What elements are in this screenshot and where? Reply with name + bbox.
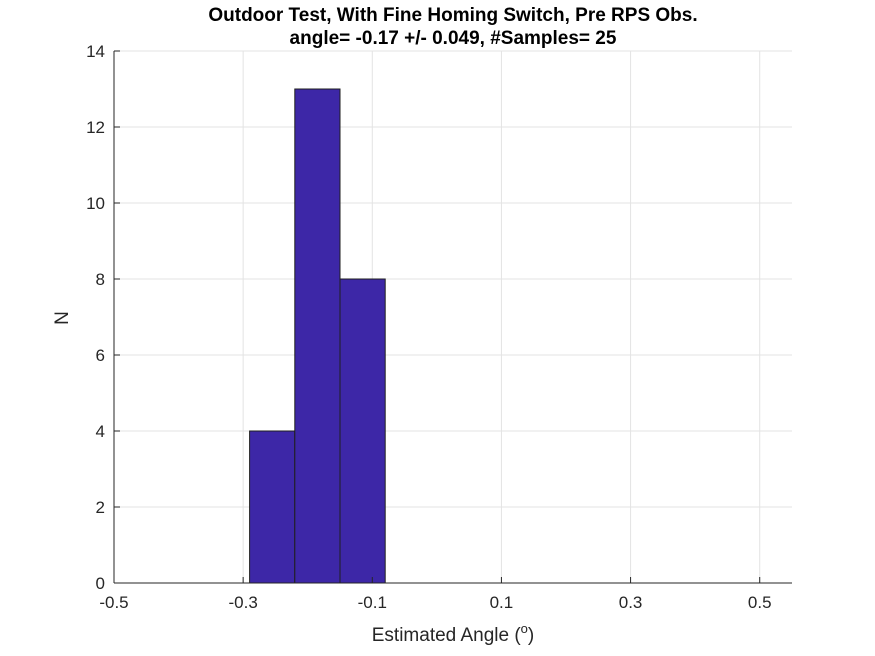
- x-tick-label-4: 0.3: [619, 593, 643, 612]
- y-tick-label-6: 12: [86, 118, 105, 137]
- x-axis-label-suffix: ): [528, 625, 534, 646]
- histogram-bar-2: [339, 278, 386, 584]
- grid-lines: [113, 50, 792, 584]
- y-tick-label-2: 4: [96, 422, 105, 441]
- histogram-bar-1: [294, 88, 341, 584]
- y-tick-label-0: 0: [96, 574, 105, 593]
- x-tick-label-5: 0.5: [748, 593, 772, 612]
- y-tick-label-1: 2: [96, 498, 105, 517]
- y-axis-label: N: [52, 311, 73, 325]
- chart-subtitle: angle= -0.17 +/- 0.049, #Samples= 25: [290, 28, 617, 49]
- histogram-bars: [249, 88, 386, 584]
- y-tick-label-5: 10: [86, 194, 105, 213]
- x-axis-label-text: Estimated Angle (: [372, 625, 522, 646]
- tick-labels: -0.5 -0.3 -0.1 0.1 0.3 0.5 0 2 4 6 8 10 12 14: [86, 42, 771, 612]
- y-tick-label-4: 8: [96, 270, 105, 289]
- x-axis-label-superscript: o: [521, 621, 528, 636]
- x-tick-label-2: -0.1: [358, 593, 387, 612]
- y-tick-label-7: 14: [86, 42, 105, 61]
- chart-title: Outdoor Test, With Fine Homing Switch, P…: [208, 5, 697, 26]
- axes: [113, 50, 792, 584]
- x-axis-label: Estimated Angle (o): [372, 621, 534, 646]
- x-tick-label-0: -0.5: [99, 593, 128, 612]
- x-tick-label-1: -0.3: [228, 593, 257, 612]
- y-tick-label-3: 6: [96, 346, 105, 365]
- x-tick-label-3: 0.1: [490, 593, 514, 612]
- histogram-bar-0: [249, 430, 296, 584]
